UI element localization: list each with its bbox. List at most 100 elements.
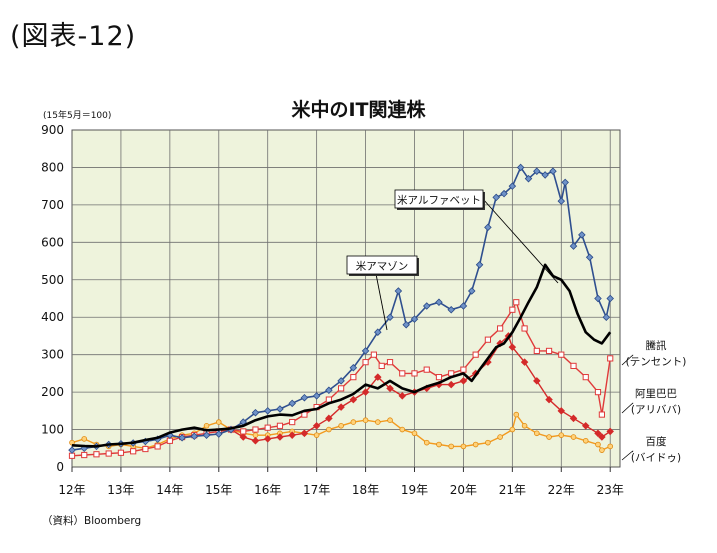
x-tick-label: 19年: [401, 483, 428, 497]
x-tick-label: 12年: [58, 483, 85, 497]
tencent-point: [362, 359, 369, 366]
alibaba-point: [374, 373, 382, 381]
baidu-point: [497, 434, 503, 440]
tencent-point: [81, 451, 88, 459]
amazon-point: [325, 386, 333, 395]
alibaba-point: [447, 380, 455, 389]
tencent-point: [521, 325, 528, 332]
baidu-point: [558, 432, 565, 438]
x-tick-label: 13年: [107, 483, 134, 497]
amazon-point: [492, 193, 500, 202]
baidu-point: [252, 432, 259, 438]
alibaba-point: [239, 433, 248, 441]
tencent-point: [399, 370, 406, 377]
amazon-point: [202, 431, 211, 439]
baidu-label-line: 百度: [646, 435, 667, 448]
baidu-point: [521, 423, 528, 429]
tencent-point: [93, 451, 100, 458]
alibaba-point: [312, 422, 321, 430]
alphabet-label: 米アルファベット: [397, 194, 481, 207]
amazon-point: [288, 399, 296, 408]
amazon-point: [459, 302, 468, 310]
baidu-point: [350, 419, 357, 425]
x-tick-label: 17年: [303, 483, 330, 497]
tencent-point: [594, 389, 602, 396]
amazon-point: [374, 328, 382, 336]
amazon-point: [467, 287, 476, 295]
amazon-point: [533, 167, 541, 175]
alibaba-line: [230, 335, 611, 442]
plot-area: [71, 129, 621, 468]
baidu-point: [399, 426, 406, 433]
amazon-point: [263, 407, 272, 415]
tencent-point: [423, 366, 430, 373]
y-tick-label: 900: [41, 123, 64, 137]
series-tencent: [68, 299, 614, 459]
chart-title: 米中のIT関連株: [291, 99, 426, 121]
tencent-point: [545, 347, 553, 355]
alphabet-label-box: [394, 189, 484, 209]
tencent-point: [570, 362, 577, 369]
tencent-point: [435, 374, 443, 381]
tencent-point: [598, 411, 605, 418]
tencent-point: [264, 424, 271, 431]
alibaba-point: [325, 414, 333, 423]
base-note: (15年5月＝100): [43, 111, 112, 121]
baidu-point: [81, 436, 88, 442]
y-tick-label: 400: [41, 310, 64, 324]
amazon-point: [475, 261, 484, 269]
alphabet-leader-line: [482, 198, 559, 284]
alibaba-label-line: 阿里巴巴: [635, 388, 677, 400]
tencent-point: [411, 370, 418, 377]
tencent-point: [166, 437, 173, 444]
amazon-label: 米アマゾン: [356, 260, 409, 273]
baidu-point: [595, 441, 601, 448]
tencent-point: [509, 306, 516, 313]
x-tick-label: 16年: [254, 483, 281, 497]
tencent-pointer: [621, 354, 634, 366]
alibaba-point: [533, 377, 541, 385]
baidu-point: [460, 443, 467, 450]
alibaba-point: [581, 422, 590, 430]
baidu-point: [387, 417, 393, 423]
amazon-point: [549, 167, 557, 175]
amazon-point: [337, 377, 345, 385]
alibaba-point: [337, 403, 345, 411]
amazon-point: [394, 287, 403, 295]
baidu-point: [599, 447, 605, 453]
amazon-point: [569, 242, 578, 250]
series-amazon: [68, 163, 614, 454]
y-tick-label: 0: [56, 460, 64, 474]
baidu-point: [436, 441, 442, 448]
baidu-point: [509, 426, 516, 433]
tencent-point: [513, 299, 520, 306]
amazon-point: [524, 174, 533, 183]
y-tick-label: 500: [41, 273, 64, 287]
alibaba-point: [288, 431, 296, 439]
x-tick-label: 22年: [548, 483, 575, 497]
alibaba-point: [386, 384, 394, 393]
x-tick-label: 21年: [499, 483, 526, 497]
alibaba-point: [361, 388, 370, 396]
amazon-point: [602, 313, 611, 321]
amazon-point: [484, 223, 492, 232]
alibaba-point: [557, 407, 566, 415]
amazon-point: [541, 171, 549, 179]
baidu-point: [203, 423, 210, 429]
baidu-pointer: [621, 450, 634, 461]
tencent-point: [130, 448, 137, 455]
figure-label: (図表-12): [10, 21, 137, 52]
baidu-point: [69, 439, 75, 446]
x-tick-label: 18年: [352, 483, 379, 497]
alibaba-point: [545, 395, 553, 404]
baidu-point: [485, 439, 491, 446]
amazon-point: [312, 392, 321, 400]
tencent-point: [378, 362, 385, 369]
y-tick-label: 800: [41, 160, 64, 174]
amazon-point: [68, 446, 76, 454]
source-note: （資料）Bloomberg: [42, 515, 142, 527]
amazon-label-box: [346, 255, 418, 275]
amazon-point: [500, 189, 508, 198]
alibaba-point: [520, 358, 529, 366]
